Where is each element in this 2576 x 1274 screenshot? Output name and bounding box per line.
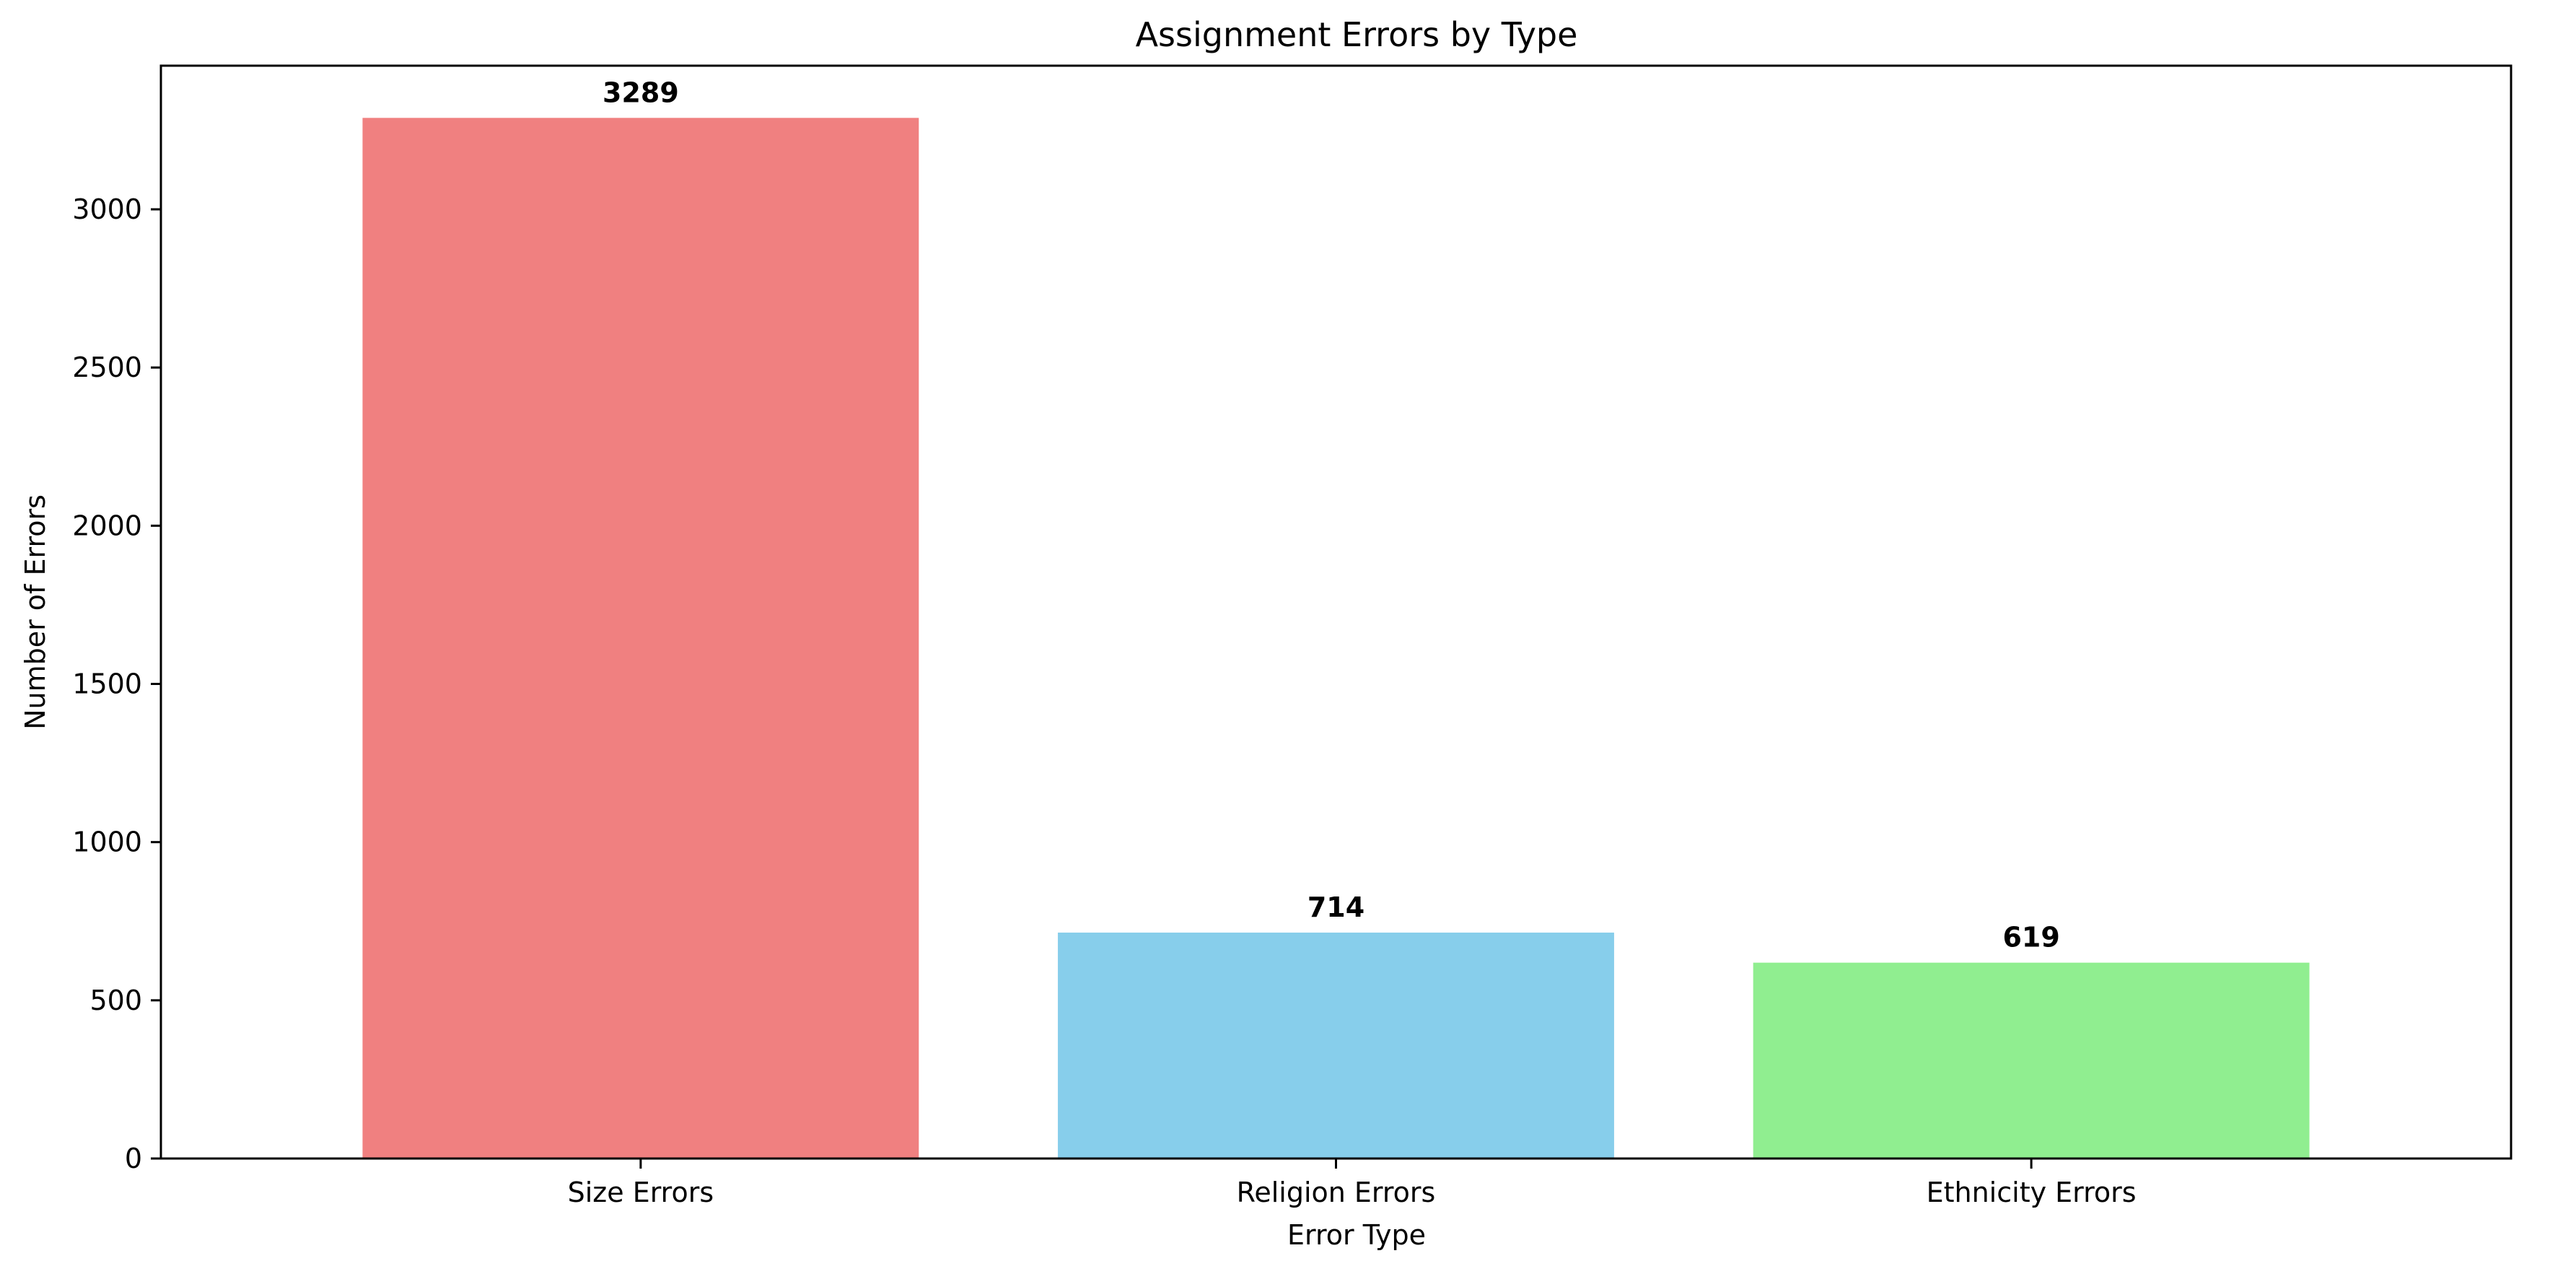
y-tick-label-5: 2500: [72, 352, 142, 383]
bar-labels-group: 3289 714 619: [603, 77, 2060, 953]
bar-value-label-0: 3289: [603, 77, 679, 108]
x-axis-label: Error Type: [1287, 1219, 1426, 1251]
y-tick-label-1: 500: [89, 985, 142, 1016]
y-tick-label-3: 1500: [72, 668, 142, 700]
bar-value-label-2: 619: [2002, 922, 2059, 954]
bar-0: [362, 118, 919, 1159]
y-tick-label-2: 1000: [72, 826, 142, 858]
y-tick-label-6: 3000: [72, 193, 142, 225]
axes-frame: [159, 64, 2513, 1160]
bar-value-label-1: 714: [1307, 891, 1364, 923]
bar-2: [1753, 962, 2310, 1159]
x-axis-ticks: Size Errors Religion Errors Ethnicity Erro…: [568, 1159, 2137, 1208]
x-tick-label-2: Ethnicity Errors: [1927, 1177, 2137, 1208]
bar-1: [1058, 933, 1614, 1159]
bars-group: [362, 118, 2310, 1159]
y-tick-label-0: 0: [125, 1143, 142, 1174]
y-tick-label-4: 2000: [72, 510, 142, 541]
x-tick-label-1: Religion Errors: [1237, 1177, 1436, 1208]
chart-title: Assignment Errors by Type: [1136, 15, 1578, 54]
x-tick-label-0: Size Errors: [568, 1177, 714, 1208]
y-axis-ticks: 0 500 1000 1500 2000 2500 3000: [72, 193, 161, 1174]
y-axis-label: Number of Errors: [19, 494, 51, 730]
